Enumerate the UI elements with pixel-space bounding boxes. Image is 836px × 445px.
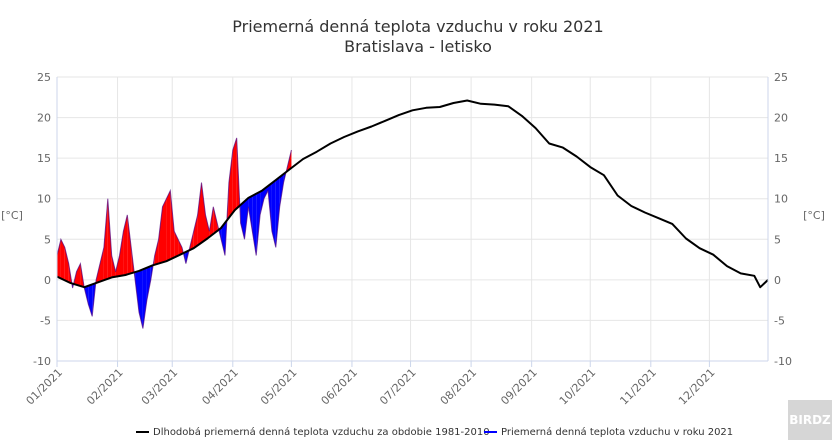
cold-anomaly-area bbox=[275, 177, 280, 248]
y-axis-label-left: [°C] bbox=[1, 209, 23, 222]
warm-anomaly-area bbox=[76, 263, 81, 286]
grid bbox=[56, 76, 768, 362]
anomaly-areas bbox=[57, 137, 292, 329]
legend-label-normal[interactable]: Dlhodobá priemerná denná teplota vzduchu… bbox=[153, 426, 490, 438]
y-axis-label-right: [°C] bbox=[803, 209, 825, 222]
y-tick-label-left: -5 bbox=[40, 314, 51, 327]
cold-anomaly-area bbox=[88, 284, 93, 317]
warm-anomaly-area bbox=[166, 190, 171, 262]
warm-anomaly-area bbox=[127, 214, 132, 275]
x-tick-label: 02/2021 bbox=[84, 366, 126, 408]
cold-anomaly-area bbox=[240, 201, 245, 240]
warm-anomaly-area bbox=[57, 239, 61, 279]
watermark: BIRDZ bbox=[788, 400, 832, 440]
warm-anomaly-area bbox=[178, 239, 182, 256]
warm-anomaly-area bbox=[103, 198, 108, 281]
warm-anomaly-area bbox=[201, 182, 206, 243]
series-line-normal bbox=[56, 99, 769, 289]
y-tick-label-left: 20 bbox=[37, 112, 51, 125]
cold-anomaly-area bbox=[221, 222, 225, 256]
x-tick-label: 04/2021 bbox=[199, 366, 241, 408]
cold-anomaly-area bbox=[142, 267, 147, 329]
cold-anomaly-area bbox=[260, 189, 264, 215]
y-tick-label-right: 0 bbox=[774, 274, 781, 287]
y-tick-label-right: 5 bbox=[774, 233, 781, 246]
x-tick-label: 12/2021 bbox=[676, 366, 718, 408]
warm-anomaly-area bbox=[123, 214, 128, 276]
warm-anomaly-area bbox=[119, 231, 124, 276]
cold-anomaly-area bbox=[146, 266, 151, 301]
y-tick-label-left: 10 bbox=[37, 193, 51, 206]
cold-anomaly-area bbox=[139, 269, 143, 329]
y-tick-label-right: -10 bbox=[774, 355, 792, 368]
warm-anomaly-area bbox=[158, 206, 163, 264]
cold-anomaly-area bbox=[252, 193, 257, 256]
x-tick-label: 03/2021 bbox=[139, 366, 181, 408]
series-line-2021 bbox=[56, 137, 292, 329]
warm-anomaly-area bbox=[228, 150, 233, 218]
warm-anomaly-area bbox=[205, 214, 210, 240]
warm-anomaly-area bbox=[162, 198, 167, 263]
x-tick-label: 08/2021 bbox=[438, 366, 480, 408]
x-tick-label: 10/2021 bbox=[557, 366, 599, 408]
warm-anomaly-area bbox=[170, 190, 175, 260]
warm-anomaly-area bbox=[197, 182, 202, 246]
x-tick-label: 01/2021 bbox=[24, 366, 66, 408]
x-tick-label: 07/2021 bbox=[377, 366, 419, 408]
warm-anomaly-area bbox=[193, 214, 198, 249]
warm-anomaly-area bbox=[100, 247, 104, 282]
y-tick-label-right: 10 bbox=[774, 193, 788, 206]
cold-anomaly-area bbox=[271, 180, 276, 248]
y-tick-label-right: 15 bbox=[774, 152, 788, 165]
x-tick-label: 09/2021 bbox=[498, 366, 540, 408]
chart-title: Priemerná denná teplota vzduchu v roku 2… bbox=[232, 17, 603, 36]
x-tick-label: 05/2021 bbox=[258, 366, 300, 408]
y-tick-label-left: 0 bbox=[44, 274, 51, 287]
warm-anomaly-area bbox=[60, 239, 65, 281]
watermark-text: BIRDZ bbox=[789, 413, 831, 427]
legend: Dlhodobá priemerná denná teplota vzduchu… bbox=[136, 426, 733, 438]
y-tick-label-left: -10 bbox=[33, 355, 51, 368]
y-tick-label-left: 25 bbox=[37, 71, 51, 84]
y-tick-label-right: 25 bbox=[774, 71, 788, 84]
legend-label-2021[interactable]: Priemerná denná teplota vzduchu v roku 2… bbox=[501, 426, 733, 438]
cold-anomaly-area bbox=[256, 191, 261, 256]
y-tick-label-right: 20 bbox=[774, 112, 788, 125]
warm-anomaly-area bbox=[232, 137, 237, 213]
x-tick-label: 06/2021 bbox=[319, 366, 361, 408]
chart-subtitle: Bratislava - letisko bbox=[344, 37, 492, 56]
x-tick-label: 11/2021 bbox=[617, 366, 659, 408]
warm-anomaly-area bbox=[213, 206, 218, 234]
y-tick-label-left: 5 bbox=[44, 233, 51, 246]
y-tick-label-left: 15 bbox=[37, 152, 51, 165]
warm-anomaly-area bbox=[154, 239, 159, 265]
warm-anomaly-area bbox=[64, 247, 69, 283]
series-lines bbox=[56, 99, 769, 329]
y-tick-label-right: -5 bbox=[774, 314, 785, 327]
